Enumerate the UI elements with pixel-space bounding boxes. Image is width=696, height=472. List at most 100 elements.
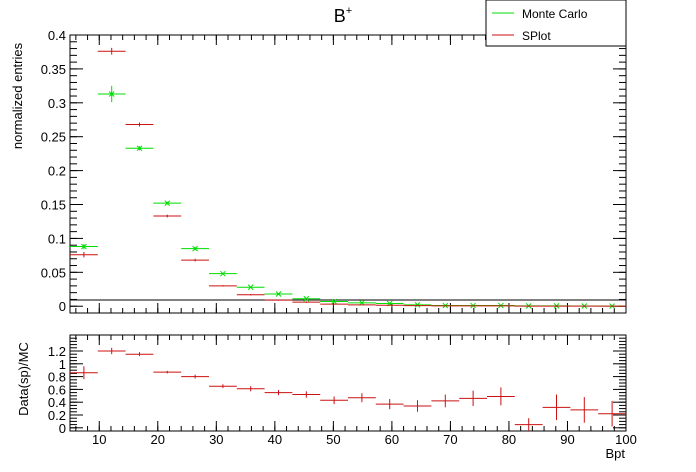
x-tick-label: 100 — [615, 432, 637, 447]
data-point — [236, 284, 265, 291]
x-tick-label: 10 — [92, 432, 106, 447]
y-tick-label: 0.15 — [41, 198, 66, 213]
data-point — [264, 390, 293, 396]
top-axis-ticks — [70, 34, 627, 314]
ratio-y-tick-labels: 00.20.40.60.811.2 — [48, 344, 66, 436]
x-tick-label: 90 — [560, 432, 574, 447]
marker-x — [247, 284, 254, 291]
y-tick-label: 0.25 — [41, 130, 66, 145]
ratio-x-axis-label: Bpt — [605, 446, 625, 461]
legend-label-splot: SPlot — [522, 29, 551, 43]
data-point — [375, 304, 404, 306]
data-point — [292, 301, 321, 303]
data-point — [514, 418, 543, 431]
ratio-series-layer — [70, 347, 626, 431]
data-point — [487, 387, 515, 406]
chart-title: B+ — [334, 5, 352, 26]
marker-x — [164, 200, 171, 207]
data-point — [292, 295, 321, 302]
data-point — [348, 393, 376, 403]
top-plot-frame — [69, 34, 627, 314]
data-point — [181, 258, 209, 262]
x-tick-label: 70 — [443, 432, 457, 447]
ratio-axis-ticks — [70, 334, 627, 432]
x-tick-label: 50 — [326, 432, 340, 447]
data-point — [97, 85, 126, 103]
data-point — [70, 251, 98, 258]
data-point — [264, 299, 293, 301]
data-point — [403, 302, 432, 308]
x-tick-label: 80 — [502, 432, 516, 447]
marker-x — [331, 298, 337, 305]
data-point — [459, 390, 487, 407]
y-tick-label: 0.35 — [41, 62, 66, 77]
data-point — [320, 303, 348, 305]
marker-x — [303, 295, 310, 302]
data-point — [153, 370, 182, 374]
data-point — [431, 394, 460, 408]
data-point — [209, 285, 237, 287]
ratio-x-tick-labels: 10 20 30 40 50 60 70 80 90 100 — [92, 432, 637, 447]
x-tick-label: 20 — [151, 432, 165, 447]
marker-x — [192, 245, 198, 252]
data-point — [348, 304, 376, 306]
y-tick-label: 0 — [59, 299, 66, 314]
y-tick-label: 0.4 — [48, 28, 66, 43]
y-tick-label: 1 — [59, 357, 66, 372]
data-point — [181, 374, 209, 379]
data-point — [375, 399, 404, 410]
data-point — [97, 47, 126, 55]
chart-title-main: B — [334, 6, 346, 26]
data-point — [598, 400, 626, 427]
data-point — [403, 400, 432, 412]
ratio-plot-frame — [69, 334, 627, 432]
y-tick-label: 0.3 — [48, 96, 66, 111]
data-point — [97, 347, 126, 355]
legend: Monte Carlo SPlot — [485, 0, 627, 47]
y-tick-label: 0.2 — [48, 164, 66, 179]
y-tick-label: 1.2 — [48, 344, 66, 359]
x-tick-label: 30 — [209, 432, 223, 447]
data-point — [153, 214, 182, 218]
y-tick-label: 0 — [59, 421, 66, 436]
data-point — [264, 291, 293, 297]
marker-x — [136, 145, 143, 152]
marker-x — [81, 243, 87, 250]
y-tick-label: 0.1 — [48, 231, 66, 246]
data-point — [292, 391, 321, 398]
ratio-y-axis-label: Data(sp)/MC — [16, 342, 31, 416]
top-series-layer — [70, 47, 626, 309]
chart-title-superscript: + — [346, 5, 352, 17]
marker-x — [414, 302, 421, 308]
data-point — [570, 397, 599, 423]
data-point — [320, 298, 348, 305]
data-point — [209, 384, 237, 389]
data-point — [153, 200, 182, 207]
y-tick-label: 0.6 — [48, 382, 66, 397]
marker-x — [108, 91, 115, 97]
data-point — [209, 270, 237, 277]
legend-box — [485, 0, 627, 47]
y-tick-label: 0.4 — [48, 395, 66, 410]
marker-x — [220, 270, 226, 277]
data-point — [236, 386, 265, 392]
legend-label-monte-carlo: Monte Carlo — [522, 7, 588, 21]
top-y-axis-label: normalized entries — [10, 42, 25, 149]
data-point — [125, 352, 154, 357]
data-point — [125, 122, 154, 127]
data-point — [320, 396, 348, 405]
x-tick-label: 40 — [268, 432, 282, 447]
data-point — [125, 145, 154, 152]
marker-x — [275, 291, 282, 297]
x-tick-label: 60 — [385, 432, 399, 447]
top-y-tick-labels: 0 0.05 0.1 0.15 0.2 0.25 0.3 0.35 0.4 — [41, 28, 66, 314]
data-point — [70, 366, 98, 380]
data-point — [70, 243, 98, 250]
data-point — [236, 294, 265, 296]
y-tick-label: 0.2 — [48, 408, 66, 423]
data-point — [181, 245, 209, 252]
y-tick-label: 0.8 — [48, 370, 66, 385]
y-tick-label: 0.05 — [41, 265, 66, 280]
data-point — [542, 394, 571, 421]
